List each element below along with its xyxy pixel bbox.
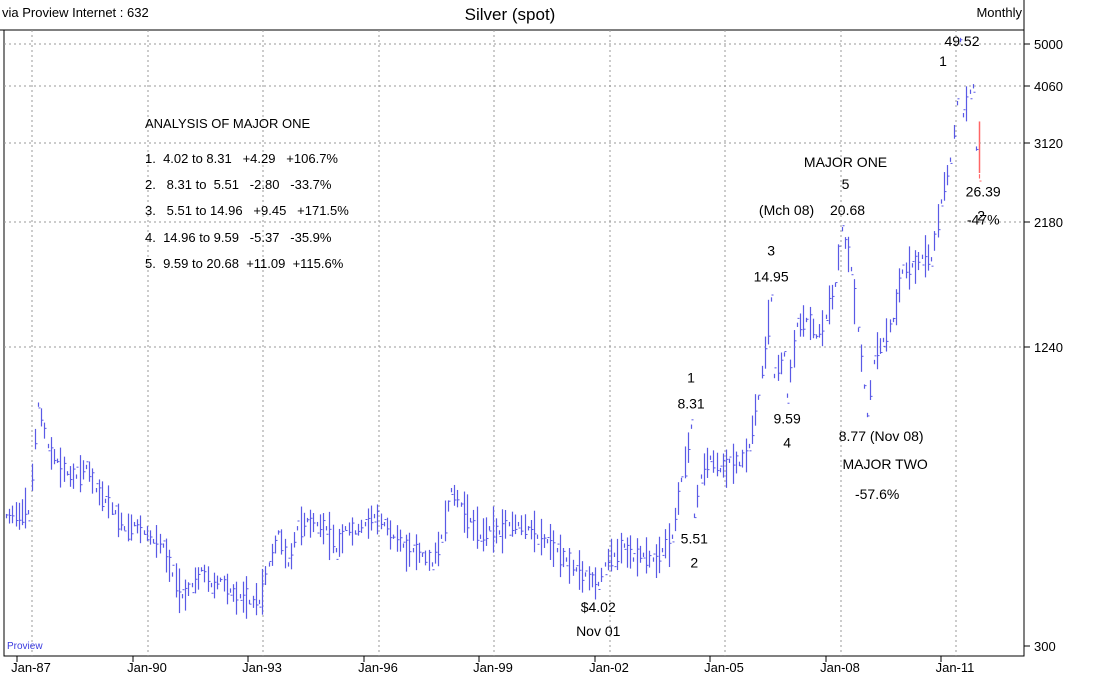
y-tick-label: 300 xyxy=(1034,639,1056,654)
annotation-label: Nov 01 xyxy=(576,623,621,639)
annotation-label: 4 xyxy=(783,435,791,451)
annotation-label: 8.31 xyxy=(677,396,704,412)
period-label: Monthly xyxy=(976,5,1022,20)
analysis-line-2: 2. 8.31 to 5.51 -2.80 -33.7% xyxy=(145,177,332,192)
annotation-label: 3 xyxy=(767,242,775,258)
annotation-label: 5 xyxy=(842,176,850,192)
x-tick-label: Jan-93 xyxy=(242,660,282,675)
analysis-line-5: 5. 9.59 to 20.68 +11.09 +115.6% xyxy=(145,256,344,271)
proview-watermark: Proview xyxy=(7,641,43,652)
analysis-line-4: 4. 14.96 to 9.59 -5.37 -35.9% xyxy=(145,230,332,245)
annotations: $4.02 Nov 01 1 8.31 5.51 2 3 14.95 9.59 4 MAJOR ON… xyxy=(576,33,1001,639)
y-tick-label: 1240 xyxy=(1034,340,1063,355)
x-tick-label: Jan-02 xyxy=(589,660,629,675)
annotation-label: 14.95 xyxy=(754,268,789,284)
analysis-heading: ANALYSIS OF MAJOR ONE xyxy=(145,116,311,131)
analysis-box: ANALYSIS OF MAJOR ONE 1. 4.02 to 8.31 +4… xyxy=(145,116,349,271)
annotation-label: 5.51 xyxy=(681,531,708,547)
annotation-label: 2 xyxy=(977,207,985,223)
y-tick-label: 2180 xyxy=(1034,215,1063,230)
y-tick-label: 3120 xyxy=(1034,136,1063,151)
y-tick-label: 4060 xyxy=(1034,79,1063,94)
annotation-label: -47% xyxy=(967,211,1000,227)
x-tick-label: Jan-90 xyxy=(127,660,167,675)
annotation-label: 2 xyxy=(690,555,698,571)
y-axis: 300 1240 2180 3120 4060 5000 xyxy=(1024,37,1063,654)
x-tick-label: Jan-11 xyxy=(936,660,975,675)
x-tick-label: Jan-87 xyxy=(11,660,51,675)
annotation-label: $4.02 xyxy=(581,599,616,615)
x-tick-label: Jan-05 xyxy=(704,660,744,675)
source-label: via Proview Internet : 632 xyxy=(2,5,149,20)
annotation-label: (Mch 08) xyxy=(759,202,814,218)
annotation-label: 1 xyxy=(939,53,947,69)
annotation-label: 1 xyxy=(687,370,695,386)
x-axis: Jan-87 Jan-90 Jan-93 Jan-96 Jan-99 Jan-02 Jan-… xyxy=(11,656,974,675)
annotation-label: -57.6% xyxy=(855,486,899,502)
chart-title: Silver (spot) xyxy=(465,5,556,24)
annotation-label: MAJOR TWO xyxy=(843,456,928,472)
annotation-label: 8.77 (Nov 08) xyxy=(839,428,924,444)
y-tick-label: 5000 xyxy=(1034,37,1063,52)
x-tick-label: Jan-96 xyxy=(358,660,398,675)
annotation-label: 9.59 xyxy=(773,411,800,427)
x-tick-label: Jan-99 xyxy=(473,660,513,675)
annotation-label: 20.68 xyxy=(830,202,865,218)
analysis-line-1: 1. 4.02 to 8.31 +4.29 +106.7% xyxy=(145,151,338,166)
analysis-line-3: 3. 5.51 to 14.96 +9.45 +171.5% xyxy=(145,203,349,218)
x-tick-label: Jan-08 xyxy=(820,660,860,675)
annotation-label: 49.52 xyxy=(944,33,979,49)
annotation-label: MAJOR ONE xyxy=(804,154,887,170)
price-bars xyxy=(5,37,982,619)
annotation-label: 26.39 xyxy=(966,183,1001,199)
